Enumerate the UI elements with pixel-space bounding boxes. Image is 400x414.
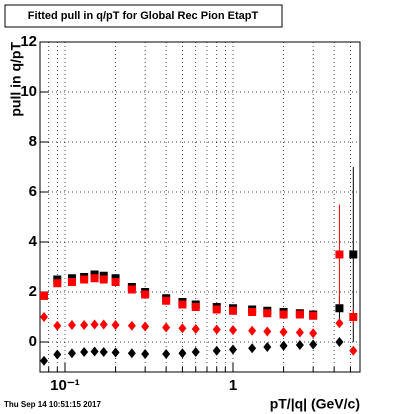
marker-diamond [39, 312, 48, 322]
marker-diamond [111, 347, 120, 358]
marker-diamond [111, 320, 120, 330]
marker-diamond [53, 320, 62, 331]
x-tick-label: 10⁻¹ [50, 377, 80, 394]
marker-square [191, 303, 200, 311]
marker-diamond [178, 348, 187, 359]
marker-diamond [67, 348, 76, 359]
marker-diamond [67, 320, 76, 330]
marker-square [309, 311, 318, 320]
marker-diamond [279, 340, 288, 351]
marker-diamond [263, 326, 272, 337]
marker-square [349, 250, 358, 259]
marker-diamond [349, 345, 358, 356]
x-axis-title: pT/|q| (GeV/c) [270, 396, 360, 412]
marker-diamond [141, 321, 150, 332]
marker-diamond [295, 327, 304, 338]
marker-diamond [263, 342, 272, 352]
timestamp: Thu Sep 14 10:51:15 2017 [4, 400, 101, 409]
marker-square [80, 275, 89, 284]
marker-diamond [162, 349, 171, 359]
marker-square [67, 278, 76, 286]
marker-square [53, 279, 62, 288]
marker-diamond [90, 319, 99, 330]
marker-diamond [279, 327, 288, 337]
marker-square [141, 290, 150, 299]
marker-square [248, 308, 257, 316]
marker-square [335, 304, 344, 313]
marker-diamond [335, 318, 344, 329]
y-tick-label: 10 [20, 83, 37, 100]
y-axis-title: pull in q/pT [8, 42, 24, 117]
y-tick-label: 2 [29, 283, 37, 300]
marker-diamond [191, 324, 200, 334]
x-tick-label: 1 [229, 377, 237, 394]
marker-square [162, 296, 171, 305]
marker-square [212, 305, 221, 314]
marker-diamond [295, 340, 304, 350]
marker-diamond [53, 349, 62, 360]
marker-diamond [309, 328, 318, 339]
marker-square [127, 285, 136, 294]
marker-square [295, 310, 304, 319]
marker-diamond [229, 344, 238, 355]
marker-diamond [212, 324, 221, 335]
marker-diamond [127, 320, 136, 331]
marker-square [111, 278, 120, 286]
marker-diamond [212, 345, 221, 356]
marker-diamond [229, 325, 238, 335]
marker-square [99, 275, 108, 284]
marker-diamond [99, 347, 108, 357]
marker-square [263, 309, 272, 318]
marker-square [178, 300, 187, 309]
marker-diamond [309, 339, 318, 350]
marker-diamond [90, 346, 99, 357]
marker-diamond [248, 343, 257, 354]
marker-square [279, 310, 288, 319]
marker-square [90, 274, 99, 283]
marker-diamond [80, 320, 89, 330]
marker-diamond [248, 325, 257, 336]
y-tick-label: 4 [29, 233, 38, 250]
marker-diamond [191, 347, 200, 357]
marker-square [349, 313, 358, 321]
marker-diamond [141, 349, 150, 359]
chart-title: Fitted pull in q/pT for Global Rec Pion … [28, 10, 259, 22]
marker-diamond [178, 323, 187, 334]
marker-square [39, 291, 48, 300]
marker-diamond [162, 322, 171, 333]
y-tick-label: 6 [29, 183, 37, 200]
marker-diamond [80, 347, 89, 357]
marker-diamond [39, 355, 48, 366]
y-tick-label: 12 [20, 33, 37, 50]
marker-diamond [127, 348, 136, 359]
y-tick-label: 8 [29, 133, 37, 150]
marker-diamond [335, 337, 344, 347]
marker-square [335, 250, 344, 259]
marker-square [229, 306, 238, 315]
y-tick-label: 0 [29, 333, 37, 350]
marker-diamond [99, 319, 108, 330]
title-box [4, 4, 283, 28]
